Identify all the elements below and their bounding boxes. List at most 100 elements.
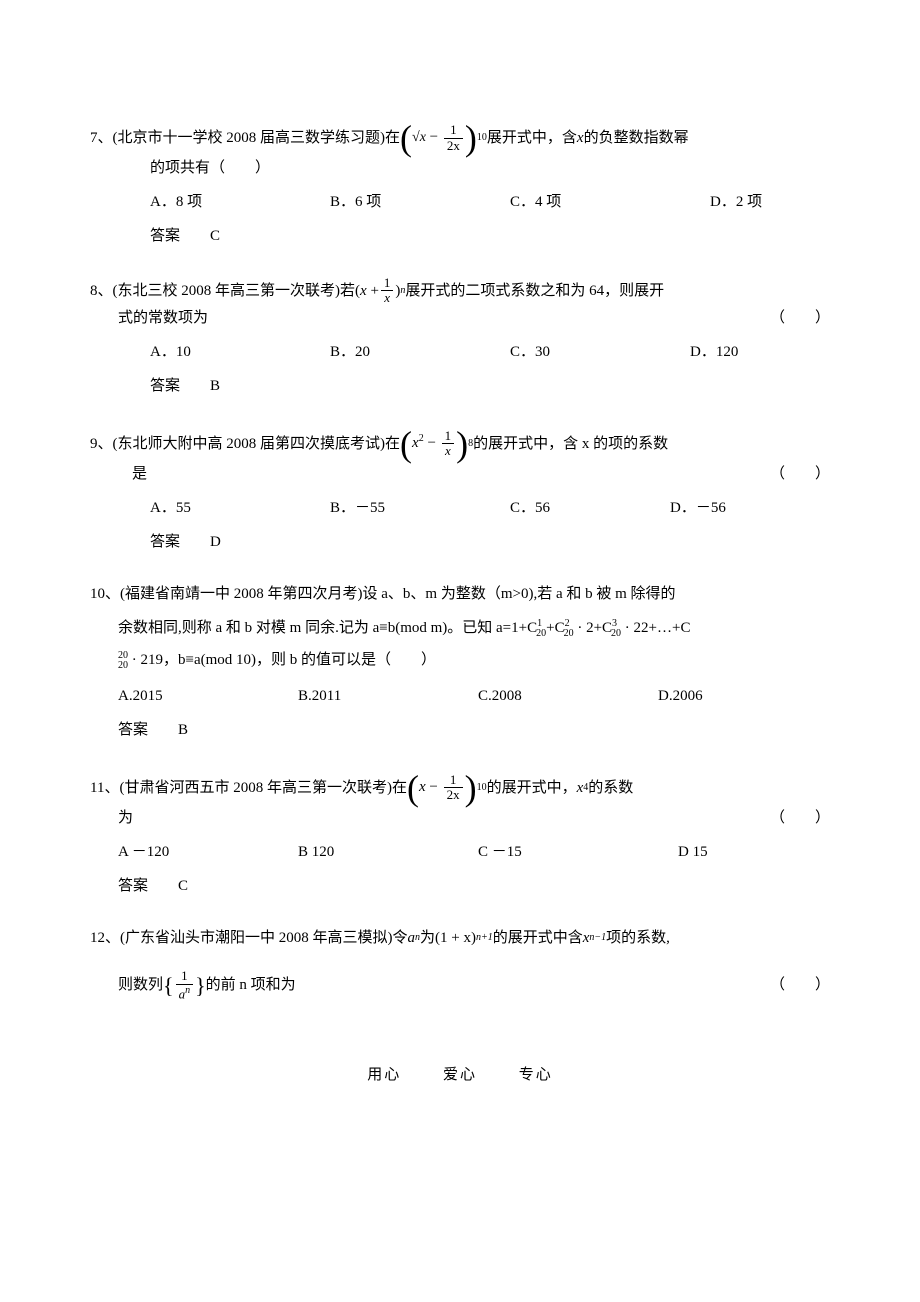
- q12-an: a: [408, 926, 416, 950]
- q9-stem: 9、 (东北师大附中高 2008 届第四次摸底考试)在 ( x2 − 1x ) …: [90, 426, 830, 462]
- q9-source: (东北师大附中高 2008 届第四次摸底考试)在: [113, 432, 401, 456]
- q10-sup1: 1: [537, 618, 542, 629]
- q10-opt-a: A.2015: [118, 684, 298, 708]
- q8-paren: （ ）: [770, 306, 830, 330]
- q11-tail2: 的系数: [588, 776, 633, 800]
- q12-stem: 12、 (广东省汕头市潮阳一中 2008 年高三模拟)令 an 为 (1 + x…: [90, 926, 830, 950]
- q9-expression: ( x2 − 1x ) 8: [400, 426, 473, 462]
- q9-opt-b: B．－55: [330, 496, 510, 520]
- q11-number: 11、: [90, 776, 119, 800]
- q10-opt-c: C.2008: [478, 684, 658, 708]
- q7-number: 7、: [90, 126, 113, 150]
- q9-frac-num: 1: [442, 429, 455, 444]
- q11-stem: 11、 (甘肃省河西五市 2008 年高三第一次联考)在 ( x − 12x )…: [90, 770, 830, 806]
- q10-options: A.2015 B.2011 C.2008 D.2006: [90, 684, 830, 708]
- q10-l2c: · 2+C: [574, 620, 612, 636]
- q10-answer: 答案 B: [90, 718, 830, 742]
- q7-xvar: x: [577, 126, 584, 150]
- question-10: 10、(福建省南靖一中 2008 年第四次月考)设 a、b、m 为整数（m>0)…: [90, 582, 830, 742]
- q12-wei: 为: [420, 926, 435, 950]
- q10-number: 10、: [90, 586, 120, 602]
- question-9: 9、 (东北师大附中高 2008 届第四次摸底考试)在 ( x2 − 1x ) …: [90, 426, 830, 554]
- q11-expression: ( x − 12x ) 10: [407, 770, 487, 806]
- q8-opt-b: B．20: [330, 340, 510, 364]
- q9-answer: 答案 D: [90, 530, 830, 554]
- q8-line2: 式的常数项为: [118, 306, 208, 330]
- q9-options: A．55 B．－55 C．56 D．－56: [90, 496, 830, 520]
- q7-source: (北京市十一学校 2008 届高三数学练习题)在: [113, 126, 401, 150]
- footer-a: 用心: [367, 1067, 401, 1083]
- q12-xt: x: [583, 926, 590, 950]
- q11-opt-c: C －15: [478, 840, 678, 864]
- q7-line2: 的项共有（ ）: [90, 156, 830, 180]
- q12-tail: 项的系数,: [606, 926, 670, 950]
- q9-opt-a: A．55: [150, 496, 330, 520]
- q7-opt-c: C．4 项: [510, 190, 710, 214]
- q12-source: (广东省汕头市潮阳一中 2008 年高三模拟)令: [120, 926, 408, 950]
- q12-base: (1 + x): [435, 926, 476, 950]
- question-11: 11、 (甘肃省河西五市 2008 年高三第一次联考)在 ( x − 12x )…: [90, 770, 830, 898]
- q10-sub3: 20: [611, 628, 621, 639]
- q8-frac-num: 1: [381, 276, 394, 291]
- q10-sup2: 2: [565, 618, 570, 629]
- q8-source: (东北三校 2008 年高三第一次联考)若: [113, 279, 356, 303]
- q9-paren: （ ）: [770, 462, 830, 486]
- q7-exp: 10: [477, 130, 487, 146]
- footer-b: 爱心: [443, 1067, 477, 1083]
- q10-sup3: 3: [612, 618, 617, 629]
- footer-c: 专心: [519, 1067, 553, 1083]
- q10-sub4: 20: [118, 660, 128, 671]
- q8-opt-d: D．120: [690, 340, 738, 364]
- question-12: 12、 (广东省汕头市潮阳一中 2008 年高三模拟)令 a n 为 (1 + x…: [90, 926, 830, 1003]
- q11-source: (甘肃省河西五市 2008 年高三第一次联考)在: [119, 776, 407, 800]
- q7-tail: 展开式中，含: [487, 126, 577, 150]
- q11-x4: x: [577, 776, 584, 800]
- q9-line2: 是: [132, 462, 147, 486]
- q10-l2a: 余数相同,则称 a 和 b 对模 m 同余.记为 a≡b(mod m)。已知 a…: [118, 620, 537, 636]
- q12-line2a: 则数列: [118, 973, 163, 997]
- q10-l3: · 219，b≡a(mod 10)，则 b 的值可以是（ ）: [128, 652, 436, 668]
- q7-opt-b: B．6 项: [330, 190, 510, 214]
- q8-number: 8、: [90, 279, 113, 303]
- q9-tail: 的展开式中，含 x 的项的系数: [473, 432, 668, 456]
- q12-brace-open: {: [163, 968, 174, 1003]
- q11-answer: 答案 C: [90, 874, 830, 898]
- q10-stem2: 余数相同,则称 a 和 b 对模 m 同余.记为 a≡b(mod m)。已知 a…: [90, 616, 830, 642]
- q11-tail: 的展开式中，: [487, 776, 577, 800]
- q11-options: A －120 B 120 C －15 D 15: [90, 840, 830, 864]
- q7-frac-den: 2x: [447, 138, 460, 153]
- q7-opt-a: A．8 项: [150, 190, 330, 214]
- q8-frac-den: x: [381, 291, 394, 305]
- q11-frac-den: 2x: [447, 787, 460, 802]
- q10-source: (福建省南靖一中 2008 年第四次月考)设 a、b、m 为整数（m>0),若 …: [120, 586, 676, 602]
- q8-tail: 展开式的二项式系数之和为 64，则展开: [405, 279, 664, 303]
- q9-frac-den: x: [442, 444, 455, 458]
- q8-opt-a: A．10: [150, 340, 330, 364]
- question-7: 7、 (北京市十一学校 2008 届高三数学练习题)在 ( √x − 12x )…: [90, 120, 830, 248]
- q12-line2: 则数列 { 1an } 的前 n 项和为: [118, 968, 296, 1003]
- q12-seq: { 1an }: [163, 968, 206, 1003]
- q11-paren: （ ）: [770, 806, 830, 830]
- q10-stem1: 10、(福建省南靖一中 2008 年第四次月考)设 a、b、m 为整数（m>0)…: [90, 582, 830, 606]
- q9-opt-c: C．56: [510, 496, 670, 520]
- page-footer: 用心 爱心 专心: [90, 1063, 830, 1087]
- q12-number: 12、: [90, 926, 120, 950]
- q10-sup4: 20: [118, 650, 128, 661]
- q7-tail2: 的负整数指数幂: [584, 126, 689, 150]
- q12-seq-top: 1: [176, 969, 194, 984]
- q11-line2: 为: [118, 806, 133, 830]
- q7-answer: 答案 C: [90, 224, 830, 248]
- q8-expression: (x + 1x )n: [355, 276, 405, 306]
- q10-sub2: 20: [564, 628, 574, 639]
- q12-xtexp: n−1: [589, 930, 606, 946]
- q12-mid: 的展开式中含: [493, 926, 583, 950]
- q8-options: A．10 B．20 C．30 D．120: [90, 340, 830, 364]
- q12-bexp: n+1: [476, 930, 493, 946]
- q11-exp: 10: [477, 780, 487, 796]
- q12-paren: （ ）: [770, 973, 830, 997]
- q7-opt-d: D．2 项: [710, 190, 762, 214]
- q12-seq-bot-n: n: [185, 985, 190, 996]
- q7-frac-num: 1: [444, 123, 463, 138]
- q11-frac-num: 1: [444, 773, 463, 788]
- q7-stem: 7、 (北京市十一学校 2008 届高三数学练习题)在 ( √x − 12x )…: [90, 120, 830, 156]
